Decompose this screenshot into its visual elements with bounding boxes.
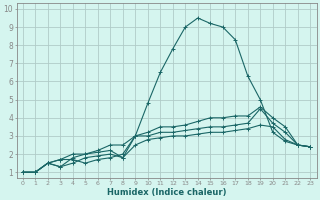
X-axis label: Humidex (Indice chaleur): Humidex (Indice chaleur) bbox=[107, 188, 226, 197]
